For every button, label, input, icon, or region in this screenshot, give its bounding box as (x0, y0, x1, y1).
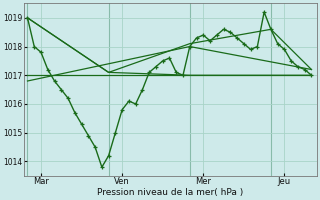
X-axis label: Pression niveau de la mer( hPa ): Pression niveau de la mer( hPa ) (97, 188, 244, 197)
